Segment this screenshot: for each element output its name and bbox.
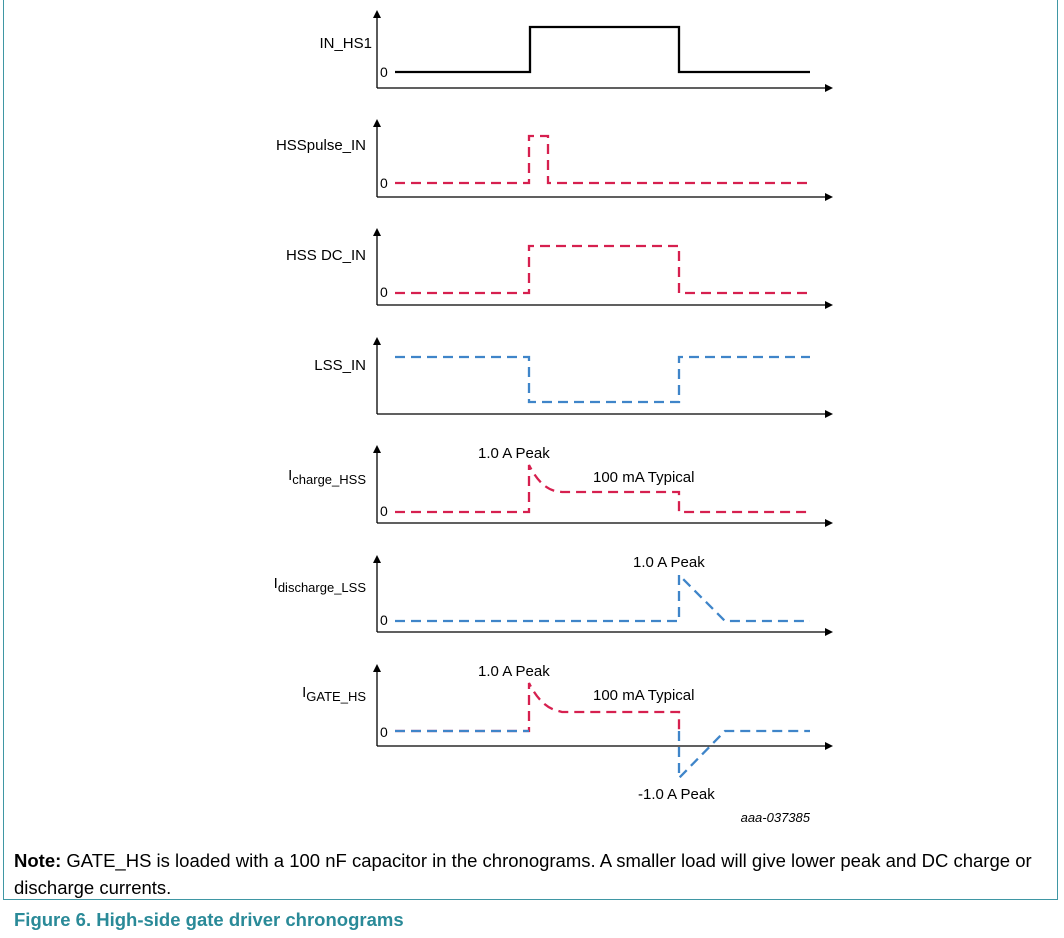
figure-note: Note: GATE_HS is loaded with a 100 nF ca… xyxy=(14,847,1044,901)
note-text: GATE_HS is loaded with a 100 nF capacito… xyxy=(14,850,1032,898)
figure-frame xyxy=(3,0,1058,900)
waveform-hss-dc-in xyxy=(395,244,810,295)
annotation-charge-peak: 1.0 A Peak xyxy=(478,445,550,462)
signal-label-hsspulse-in: HSSpulse_IN xyxy=(276,137,366,154)
row-i-charge-hss: Icharge_HSS 0 1.0 A Peak 100 mA Typical xyxy=(288,445,833,527)
signal-label-i-discharge-lss-main: I xyxy=(274,575,278,592)
waveform-i-charge-hss xyxy=(395,464,810,514)
waveform-lss-in xyxy=(395,355,810,404)
zero-label-i-discharge-lss: 0 xyxy=(380,612,388,628)
zero-label-hss-dc-in: 0 xyxy=(380,284,388,300)
signal-label-i-gate-hs-sub: GATE_HS xyxy=(306,689,366,704)
signal-label-i-gate-hs: IGATE_HS xyxy=(302,684,366,704)
zero-label-i-charge-hss: 0 xyxy=(380,503,388,519)
row-i-discharge-lss: Idischarge_LSS 0 1.0 A Peak xyxy=(274,554,833,636)
signal-label-i-charge-hss-main: I xyxy=(288,467,292,484)
signal-label-i-gate-hs-main: I xyxy=(302,684,306,701)
waveform-in-hs1 xyxy=(395,25,810,74)
zero-label-hsspulse-in: 0 xyxy=(380,175,388,191)
waveform-hsspulse-in xyxy=(395,134,810,185)
signal-label-i-discharge-lss: Idischarge_LSS xyxy=(274,575,367,595)
signal-label-hss-dc-in: HSS DC_IN xyxy=(286,247,366,264)
annotation-gate-typical: 100 mA Typical xyxy=(593,687,694,704)
row-lss-in: LSS_IN xyxy=(314,337,833,418)
annotation-charge-typical: 100 mA Typical xyxy=(593,469,694,486)
waveform-i-discharge-lss xyxy=(395,572,810,623)
row-i-gate-hs: IGATE_HS 0 1.0 A Peak 100 mA Typical -1.… xyxy=(302,663,833,803)
signal-label-in-hs1: IN_HS1 xyxy=(319,35,372,52)
annotation-gate-neg-peak: -1.0 A Peak xyxy=(638,786,715,803)
note-label: Note: xyxy=(14,850,62,871)
figure-code: aaa-037385 xyxy=(741,810,811,825)
row-in-hs1: IN_HS1 0 xyxy=(319,10,833,92)
signal-label-i-discharge-lss-sub: discharge_LSS xyxy=(278,580,366,595)
signal-label-i-charge-hss-sub: charge_HSS xyxy=(292,472,366,487)
signal-label-lss-in: LSS_IN xyxy=(314,357,366,374)
chronogram-diagram: IN_HS1 0 HSSpulse_IN 0 HSS DC_IN 0 LSS_I… xyxy=(274,10,833,825)
annotation-gate-peak: 1.0 A Peak xyxy=(478,663,550,680)
row-hss-dc-in: HSS DC_IN 0 xyxy=(286,228,833,309)
zero-label-i-gate-hs: 0 xyxy=(380,724,388,740)
figure-caption: Figure 6. High-side gate driver chronogr… xyxy=(14,909,404,930)
zero-label-in-hs1: 0 xyxy=(380,64,388,80)
annotation-discharge-peak: 1.0 A Peak xyxy=(633,554,705,571)
row-hsspulse-in: HSSpulse_IN 0 xyxy=(276,119,833,201)
waveform-i-gate-hs-discharge xyxy=(395,729,810,781)
signal-label-i-charge-hss: Icharge_HSS xyxy=(288,467,366,487)
waveform-i-gate-hs-charge xyxy=(395,682,681,733)
